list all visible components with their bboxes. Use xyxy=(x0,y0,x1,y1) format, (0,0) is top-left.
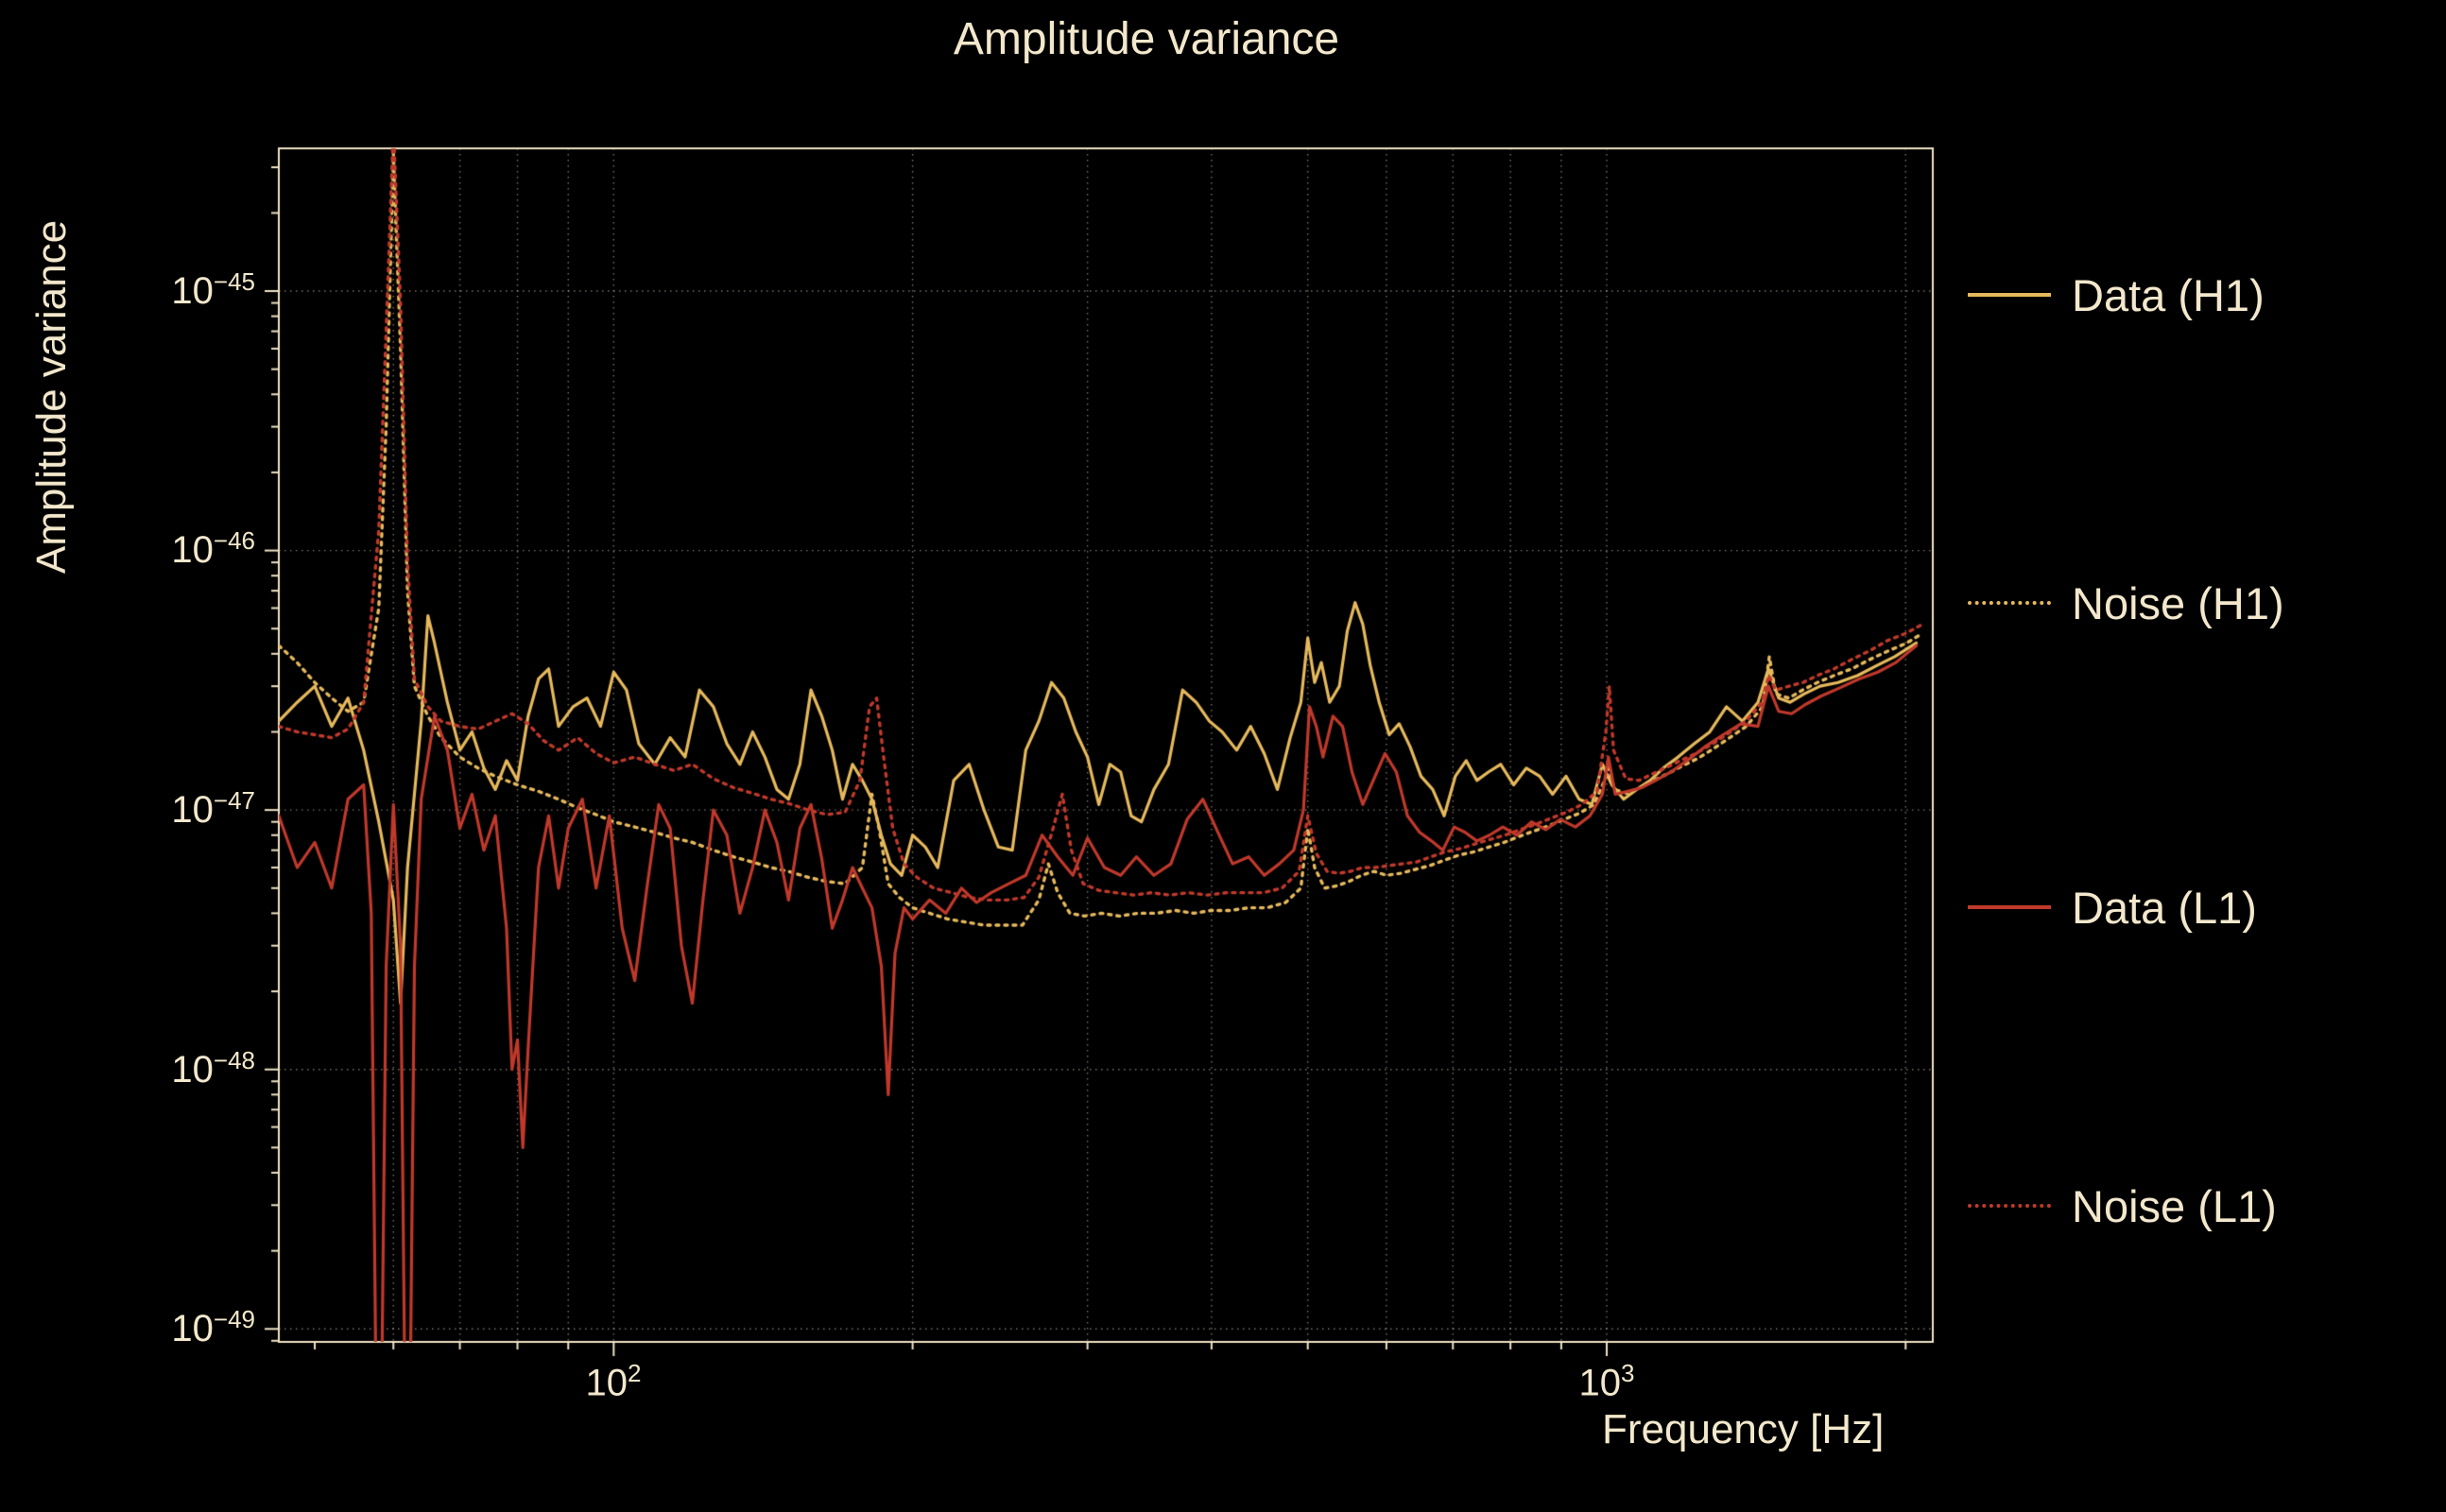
x-tick-100: 102 xyxy=(585,1359,642,1404)
x-axis-label: Frequency [Hz] xyxy=(1602,1406,1885,1452)
legend-item-noise-h1: Noise (H1) xyxy=(1968,576,2284,629)
legend-item-noise-l1: Noise (L1) xyxy=(1968,1179,2277,1232)
legend-line-sample-noise-h1 xyxy=(1968,601,2051,605)
legend-item-data-h1: Data (H1) xyxy=(1968,268,2265,321)
legend-label-noise-l1: Noise (L1) xyxy=(2072,1180,2277,1231)
y-tick-1e-49: 10−49 xyxy=(171,1304,255,1350)
x-tick-1000: 103 xyxy=(1578,1359,1635,1404)
y-tick-1e-45: 10−45 xyxy=(171,266,255,313)
legend-label-data-l1: Data (L1) xyxy=(2072,882,2257,933)
legend-line-sample-noise-l1 xyxy=(1968,1204,2051,1208)
y-tick-1e-47: 10−47 xyxy=(171,785,255,832)
y-tick-1e-46: 10−46 xyxy=(171,525,255,572)
legend-item-data-l1: Data (L1) xyxy=(1968,881,2257,934)
legend-label-noise-h1: Noise (H1) xyxy=(2072,577,2284,628)
y-axis-label: Amplitude variance xyxy=(28,219,75,575)
y-tick-1e-48: 10−48 xyxy=(171,1045,255,1091)
legend-line-sample-data-h1 xyxy=(1968,293,2051,297)
legend-line-sample-data-l1 xyxy=(1968,905,2051,909)
chart-title: Amplitude variance xyxy=(953,14,1340,64)
legend-label-data-h1: Data (H1) xyxy=(2072,269,2265,320)
